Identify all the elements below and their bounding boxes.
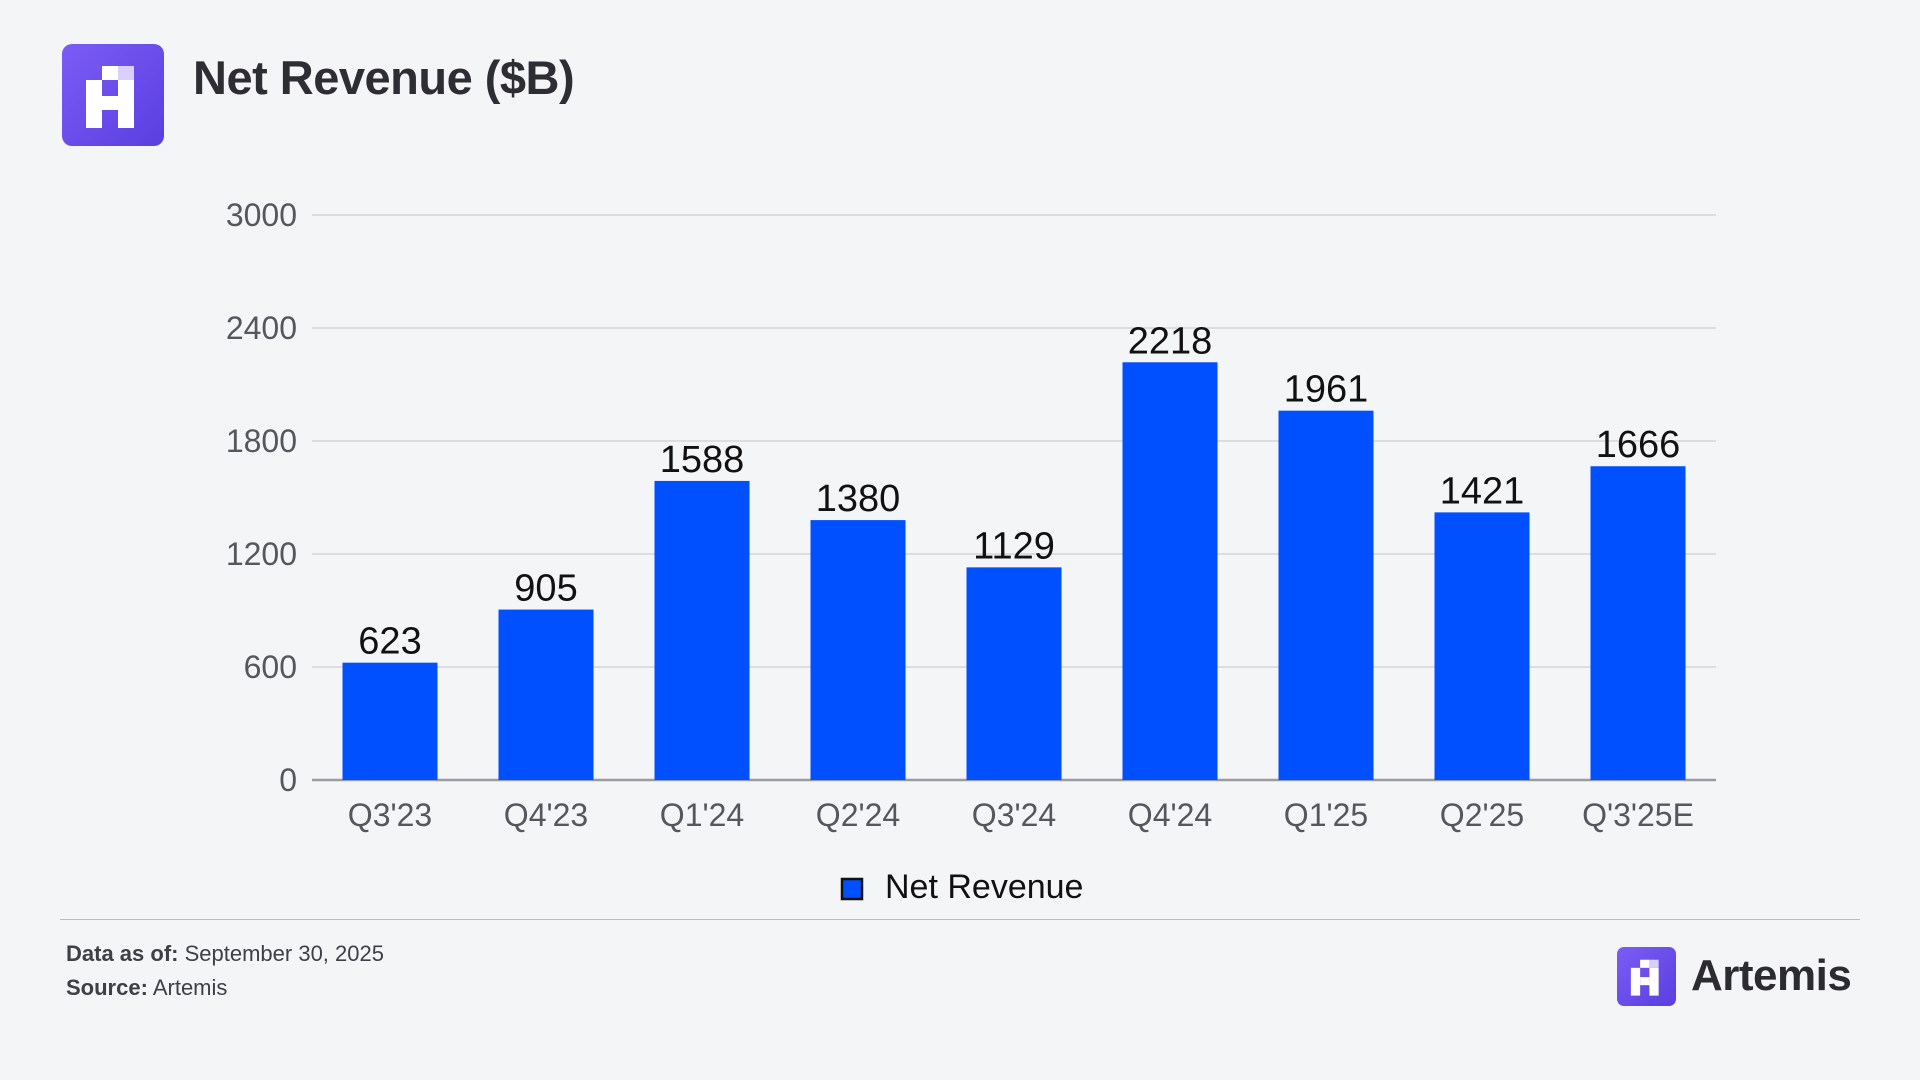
bar [342, 662, 438, 780]
x-tick-label: Q1'24 [660, 797, 744, 833]
legend-label: Net Revenue [885, 868, 1083, 906]
data-label: 2218 [1128, 320, 1213, 362]
data-as-of-value: September 30, 2025 [184, 941, 384, 966]
x-tick-label: Q2'24 [816, 797, 900, 833]
x-tick-label: Q3'24 [972, 797, 1056, 833]
data-as-of-label: Data as of: [66, 941, 179, 966]
data-label: 1380 [816, 478, 901, 520]
x-tick-label: Q4'23 [504, 797, 588, 833]
bar [498, 609, 594, 780]
x-tick-label: Q2'25 [1440, 797, 1524, 833]
y-tick-label: 1200 [226, 536, 297, 572]
bar [810, 520, 906, 780]
data-label: 905 [514, 568, 577, 610]
bar [654, 480, 750, 780]
bar-chart: 0 600 1200 1800 2400 3000 623 Q3'23 905 Q4'23 1588… [226, 197, 1716, 906]
chart-title: Net Revenue ($B) [193, 51, 575, 104]
source-label: Source: [66, 975, 148, 1000]
data-label: 623 [358, 621, 421, 663]
legend-swatch [840, 877, 864, 901]
bar [1434, 512, 1530, 780]
artemis-logo-icon [62, 44, 164, 146]
footer-divider [60, 919, 1860, 920]
y-tick-label: 3000 [226, 197, 297, 233]
x-tick-label: Q4'24 [1128, 797, 1212, 833]
y-tick-label: 600 [244, 649, 297, 685]
source-value: Artemis [152, 975, 228, 1000]
bar [1122, 362, 1218, 780]
data-label: 1588 [660, 439, 745, 481]
source-line: Source: Artemis [66, 975, 227, 1001]
bar [1278, 410, 1374, 780]
y-tick-label: 1800 [226, 423, 297, 459]
x-tick-label: Q3'23 [348, 797, 432, 833]
x-tick-label: Q1'25 [1284, 797, 1368, 833]
bar [1590, 466, 1686, 780]
bar [966, 567, 1062, 780]
data-label: 1421 [1440, 470, 1525, 512]
brand-mark: Artemis [1617, 946, 1852, 1006]
x-tick-label: Q'3'25E [1582, 797, 1694, 833]
data-label: 1666 [1596, 424, 1681, 466]
data-label: 1961 [1284, 369, 1369, 411]
y-tick-label: 2400 [226, 310, 297, 346]
y-tick-label: 0 [279, 762, 297, 798]
data-label: 1129 [973, 525, 1055, 567]
artemis-logo-icon [1617, 946, 1676, 1006]
brand-name: Artemis [1691, 951, 1852, 1000]
data-as-of-line: Data as of: September 30, 2025 [66, 941, 384, 967]
